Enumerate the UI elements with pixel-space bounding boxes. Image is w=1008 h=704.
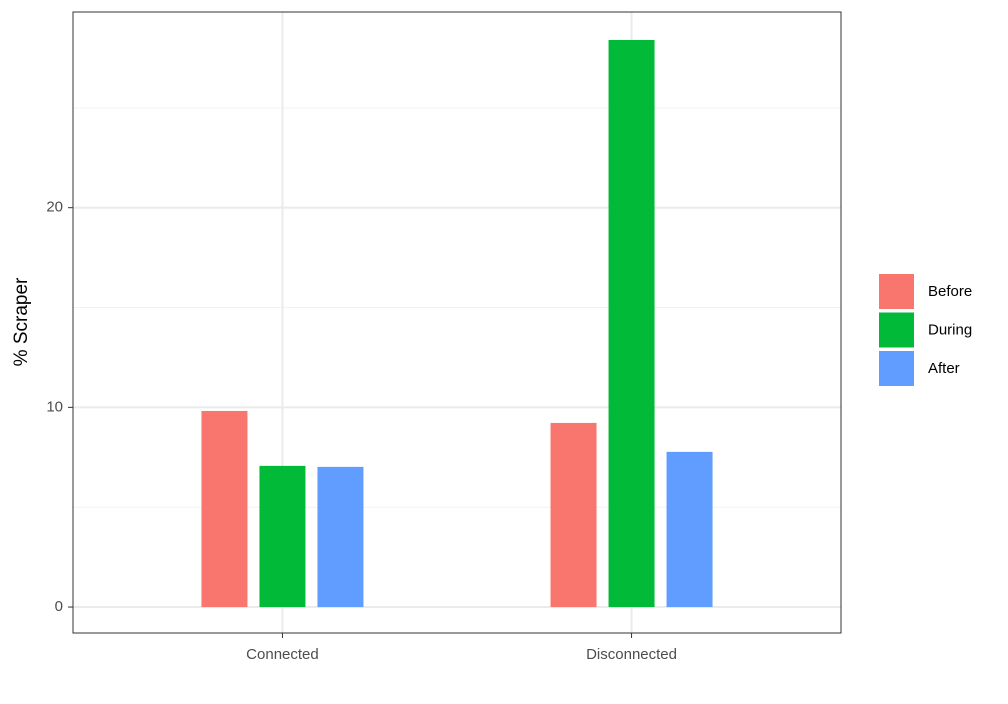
bar xyxy=(201,410,248,608)
legend-key xyxy=(879,312,914,348)
legend-key xyxy=(879,274,914,309)
x-tick-label: Disconnected xyxy=(586,646,677,663)
x-tick-label: Connected xyxy=(246,646,319,663)
panel-border xyxy=(72,11,842,634)
legend-key xyxy=(879,351,914,386)
y-tick-label: 0 xyxy=(55,598,63,615)
bar xyxy=(550,422,597,608)
legend-label: During xyxy=(928,321,972,338)
bar xyxy=(259,465,306,608)
legend-label: After xyxy=(928,360,960,377)
y-axis-title: % Scraper xyxy=(11,277,32,366)
bar xyxy=(666,451,713,608)
bar xyxy=(608,39,655,608)
y-tick-label: 10 xyxy=(46,398,63,415)
legend-label: Before xyxy=(928,283,972,300)
bar xyxy=(317,466,364,608)
y-tick-label: 20 xyxy=(46,199,63,216)
